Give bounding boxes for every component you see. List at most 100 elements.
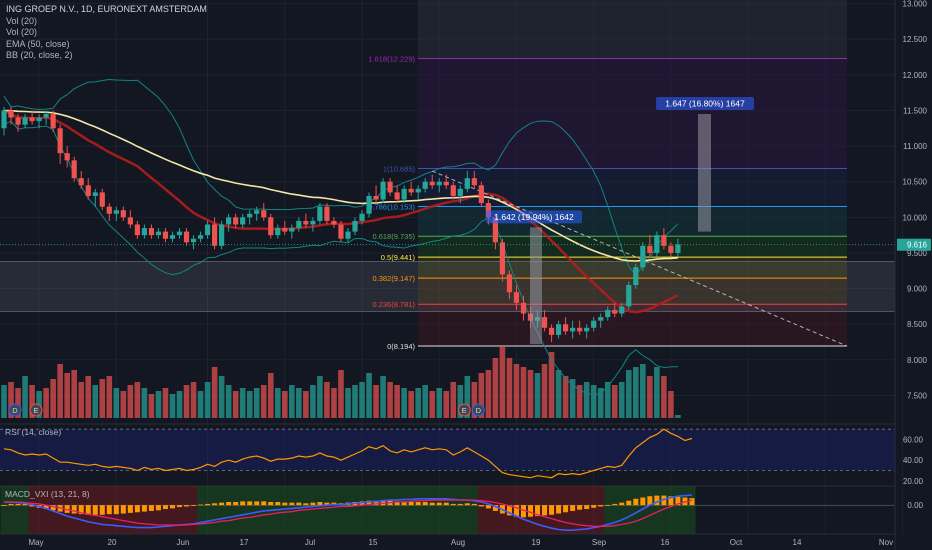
macd-histogram-bar xyxy=(380,500,386,506)
rsi-band xyxy=(0,429,895,471)
volume-bar xyxy=(303,391,309,418)
candle-body xyxy=(612,309,618,314)
volume-bar xyxy=(661,376,667,418)
candle-body xyxy=(176,231,183,236)
volume-bar xyxy=(583,382,590,418)
candle-body xyxy=(268,217,274,236)
macd-histogram-bar xyxy=(626,500,632,506)
candle-body xyxy=(492,217,498,243)
candle-body xyxy=(331,220,337,225)
macd-bg-segment xyxy=(618,486,626,534)
macd-bg-segment xyxy=(681,486,689,534)
macd-histogram-bar xyxy=(310,502,316,506)
volume-bar xyxy=(654,367,660,418)
volume-bar xyxy=(197,391,204,418)
event-marker xyxy=(471,403,485,417)
rsi-pane-label[interactable]: RSI (14, close) xyxy=(5,427,62,437)
volume-bar xyxy=(253,388,260,418)
macd-histogram-bar xyxy=(443,502,449,506)
macd-histogram-bar xyxy=(247,501,253,506)
candle-body xyxy=(415,188,421,193)
candle-body xyxy=(226,217,232,225)
macd-histogram-bar xyxy=(78,505,84,515)
event-marker-label: E xyxy=(34,406,39,415)
macd-bg-segment xyxy=(611,486,619,534)
volume-bar xyxy=(387,382,393,418)
macd-histogram-bar xyxy=(289,502,295,506)
volume-bar xyxy=(520,367,527,418)
volume-bar xyxy=(148,394,155,418)
macd-bg-segment xyxy=(421,486,429,534)
macd-histogram-bar xyxy=(689,498,695,506)
candle-body xyxy=(36,117,42,122)
price-axis-tick: 12.500 xyxy=(903,35,928,44)
macd-histogram-bar xyxy=(401,501,407,506)
macd-histogram-bar xyxy=(675,496,681,506)
macd-bg-segment xyxy=(168,486,177,534)
legend-vol-1[interactable]: Vol (20) xyxy=(6,15,38,26)
macd-histogram-bar xyxy=(219,502,225,506)
volume-bar xyxy=(15,388,21,418)
macd-bg-segment xyxy=(604,486,612,534)
macd-bg-segment xyxy=(351,486,359,534)
macd-bg-segment xyxy=(358,486,366,534)
candle-body xyxy=(555,324,562,335)
symbol-title[interactable]: ING GROEP N.V., 1D, EURONEXT AMSTERDAM xyxy=(6,4,207,14)
candle-body xyxy=(120,210,126,218)
fib-label: 1.618(12.229) xyxy=(368,55,415,64)
candle-body xyxy=(92,192,98,196)
macd-bg-segment xyxy=(576,486,584,534)
macd-bg-segment xyxy=(218,486,226,534)
time-axis-tick: May xyxy=(28,538,43,547)
macd-histogram-bar xyxy=(198,504,204,506)
macd-histogram-bar xyxy=(668,496,674,506)
volume-bar xyxy=(190,382,197,418)
volume-bar xyxy=(296,388,302,418)
macd-histogram-bar xyxy=(577,505,583,510)
macd-bg-segment xyxy=(288,486,296,534)
volume-bar xyxy=(464,376,471,418)
rsi-line xyxy=(3,428,693,479)
macd-histogram-bar xyxy=(120,505,126,514)
legend-bb[interactable]: BB (20, close, 2) xyxy=(6,50,73,60)
volume-bar xyxy=(22,376,28,418)
macd-pane-label[interactable]: MACD_VXI (13, 21, 8) xyxy=(5,489,90,499)
volume-bar xyxy=(78,382,85,418)
price-axis-tick: 7.500 xyxy=(907,391,928,400)
volume-bar xyxy=(640,364,646,418)
event-marker xyxy=(8,403,22,417)
price-axis-tick: 12.000 xyxy=(903,71,928,80)
candle-body xyxy=(387,181,393,193)
fib-zone xyxy=(418,278,847,305)
fib-label: 0(8.194) xyxy=(387,342,415,351)
candle-body xyxy=(324,206,330,221)
macd-bg-segment xyxy=(0,486,8,534)
macd-bg-segment xyxy=(456,486,464,534)
macd-histogram-bar xyxy=(282,502,288,506)
candle-body xyxy=(233,217,239,225)
candle-body xyxy=(22,117,28,125)
legend-vol-2[interactable]: Vol (20) xyxy=(6,27,38,37)
volume-bar xyxy=(267,373,274,418)
legend-ema[interactable]: EMA (50, close) xyxy=(6,38,70,49)
volume-bar xyxy=(380,376,386,418)
volume-bar xyxy=(239,388,246,418)
fib-label: 0.236(8.781) xyxy=(372,300,415,309)
macd-histogram-bar xyxy=(535,505,541,517)
macd-histogram-bar xyxy=(43,505,49,510)
candle-body xyxy=(380,181,386,200)
volume-bar xyxy=(120,391,127,418)
candle-body xyxy=(141,228,147,236)
candle-body xyxy=(626,285,632,307)
candle-body xyxy=(50,114,56,129)
time-axis-tick: 15 xyxy=(369,538,378,547)
fib-zone-top xyxy=(418,0,847,59)
macd-bg-segment xyxy=(393,486,401,534)
candle-body xyxy=(310,220,316,225)
volume-bar xyxy=(204,382,211,418)
macd-bg-segment xyxy=(667,486,675,534)
macd-histogram-bar xyxy=(50,505,56,511)
macd-histogram-bar xyxy=(254,501,260,506)
macd-histogram-bar xyxy=(275,502,281,506)
